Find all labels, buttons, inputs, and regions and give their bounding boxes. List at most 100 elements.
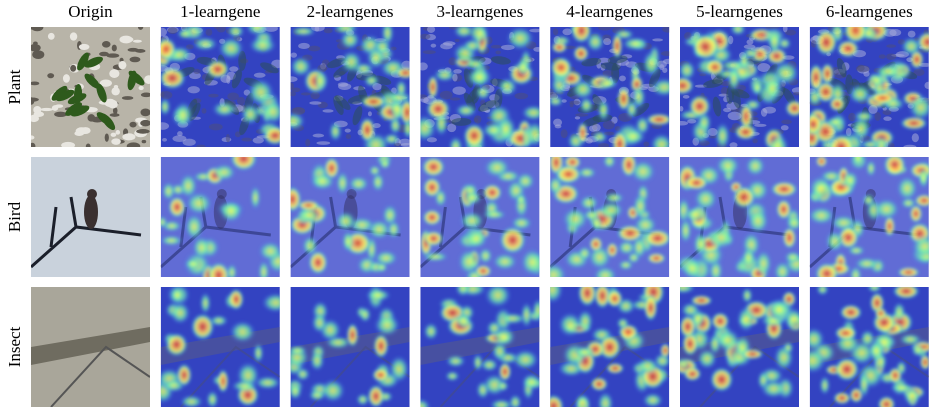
- pebble: [86, 144, 91, 149]
- heat-blob: [291, 26, 317, 36]
- heat-blob: [603, 192, 624, 203]
- heat-blob: [920, 354, 931, 370]
- pebble: [70, 32, 77, 40]
- bird-head: [87, 189, 97, 199]
- attention-map: [671, 22, 806, 160]
- heat-blob: [835, 357, 860, 381]
- image-content: [31, 287, 150, 407]
- heat-blob: [156, 216, 168, 228]
- heat-blob: [683, 207, 708, 223]
- heat-blob: [302, 236, 318, 256]
- heat-blob: [785, 100, 804, 117]
- heat-blob: [910, 205, 923, 223]
- bird: [84, 195, 98, 229]
- image-content: [540, 150, 671, 287]
- heat-blob: [174, 101, 193, 129]
- pebble: [32, 50, 44, 59]
- heat-blob: [156, 38, 176, 61]
- image-content: [284, 284, 410, 408]
- heat-blob: [646, 114, 673, 126]
- heat-blob: [730, 22, 746, 35]
- heat-blob: [184, 258, 201, 269]
- heat-blob: [910, 50, 924, 69]
- heat-blob: [521, 105, 545, 121]
- heat-blob: [482, 184, 502, 201]
- heat-blob: [807, 88, 823, 107]
- attention-map: [803, 18, 931, 161]
- heat-blob: [376, 262, 388, 272]
- heat-blob: [540, 263, 566, 287]
- heat-blob: [170, 287, 184, 303]
- heat-blob: [783, 341, 794, 354]
- heat-blob: [555, 165, 581, 184]
- heat-blob: [733, 186, 756, 208]
- heat-blob: [159, 98, 170, 116]
- heat-blob: [445, 371, 459, 381]
- heat-blob: [632, 85, 646, 110]
- heat-blob: [911, 344, 924, 357]
- heat-blob: [799, 348, 826, 374]
- heat-blob: [389, 116, 401, 135]
- heat-blob: [298, 200, 320, 210]
- heat-blob: [651, 78, 678, 97]
- pebble: [76, 127, 88, 134]
- heat-blob: [492, 253, 517, 270]
- tint: [291, 287, 410, 407]
- heat-blob: [191, 313, 214, 340]
- heat-blob: [597, 99, 609, 122]
- heat-blob: [258, 260, 269, 284]
- heat-blob: [571, 18, 591, 43]
- heat-blob: [848, 84, 872, 104]
- heat-blob: [336, 171, 349, 195]
- image-content: [671, 22, 806, 160]
- heat-blob: [562, 207, 589, 231]
- heat-blob: [642, 393, 663, 408]
- heat-blob: [263, 126, 287, 145]
- heat-blob: [516, 193, 526, 205]
- heat-blob: [873, 198, 900, 220]
- column-header: Origin: [68, 2, 113, 21]
- heat-blob: [374, 250, 398, 266]
- heat-blob: [821, 63, 834, 84]
- heat-blob: [829, 97, 845, 112]
- heat-blob: [616, 317, 629, 329]
- heat-blob: [374, 38, 392, 55]
- heat-blob: [684, 175, 708, 190]
- pebble: [61, 142, 75, 149]
- heat-blob: [884, 153, 906, 176]
- heat-blob: [919, 167, 929, 189]
- heat-blob: [482, 123, 504, 138]
- heat-blob: [372, 368, 389, 382]
- heat-blob: [361, 95, 386, 108]
- heat-blob: [170, 302, 190, 325]
- heat-blob: [206, 390, 218, 408]
- heat-blob: [606, 289, 622, 307]
- image-content: [808, 149, 931, 285]
- image-content: [420, 157, 546, 284]
- pebble: [141, 93, 152, 98]
- heat-blob: [475, 265, 492, 277]
- pebble: [110, 113, 120, 117]
- attention-map: [156, 147, 290, 288]
- column-header: 5-learngenes: [696, 2, 783, 21]
- pebble: [47, 73, 54, 78]
- heat-blob: [893, 302, 906, 322]
- heat-blob: [492, 327, 515, 347]
- heat-blob: [231, 380, 257, 392]
- heat-blob: [630, 160, 656, 183]
- heat-blob: [314, 70, 325, 91]
- heat-blob: [396, 79, 407, 97]
- heat-blob: [464, 124, 485, 148]
- heat-blob: [776, 199, 791, 219]
- heat-blob: [321, 379, 346, 403]
- heat-blob: [816, 283, 829, 295]
- heat-blob: [809, 64, 823, 92]
- heat-blob: [840, 304, 862, 320]
- heat-blob: [249, 37, 277, 54]
- heat-blob: [212, 164, 236, 181]
- heat-blob: [422, 157, 445, 177]
- attention-map: [541, 276, 671, 413]
- heat-blob: [875, 307, 887, 319]
- heat-blob: [660, 343, 670, 358]
- heat-blob: [606, 363, 624, 374]
